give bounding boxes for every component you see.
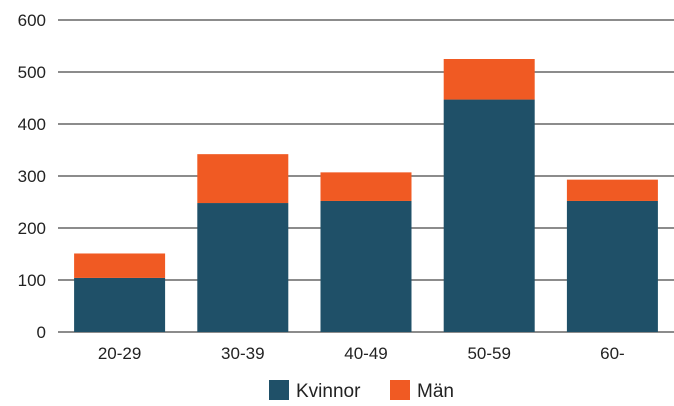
- y-tick-label: 100: [18, 271, 46, 290]
- legend-label-kvinnor: Kvinnor: [296, 381, 361, 401]
- x-tick-label: 20-29: [98, 344, 141, 363]
- bar-kvinnor-20-29: [74, 277, 166, 332]
- y-tick-label: 200: [18, 219, 46, 238]
- y-tick-label: 600: [18, 11, 46, 30]
- y-tick-label: 500: [18, 63, 46, 82]
- y-tick-label: 0: [37, 323, 46, 342]
- legend-label-män: Män: [417, 381, 454, 401]
- y-tick-label: 400: [18, 115, 46, 134]
- bar-kvinnor-30-39: [197, 203, 289, 332]
- x-tick-label: 60-: [600, 344, 625, 363]
- x-tick-label: 40-49: [344, 344, 387, 363]
- bar-män-20-29: [74, 253, 166, 278]
- legend-swatch-män: [390, 380, 410, 400]
- x-tick-label: 50-59: [467, 344, 510, 363]
- bar-kvinnor-60-: [566, 200, 658, 332]
- y-axis-ticks: 0 100 200 300 400 500 600: [18, 11, 46, 342]
- bar-kvinnor-40-49: [320, 200, 412, 332]
- bar-män-60-: [566, 179, 658, 201]
- bar-män-40-49: [320, 172, 412, 201]
- y-tick-label: 300: [18, 167, 46, 186]
- x-axis-ticks: 20-29 30-39 40-49 50-59 60-: [98, 344, 625, 363]
- bar-män-50-59: [443, 59, 535, 100]
- bar-kvinnor-50-59: [443, 99, 535, 332]
- legend-swatch-kvinnor: [269, 380, 289, 400]
- x-tick-label: 30-39: [221, 344, 264, 363]
- bars: [74, 59, 658, 332]
- legend: Kvinnor Män: [269, 380, 454, 402]
- bar-män-30-39: [197, 154, 289, 204]
